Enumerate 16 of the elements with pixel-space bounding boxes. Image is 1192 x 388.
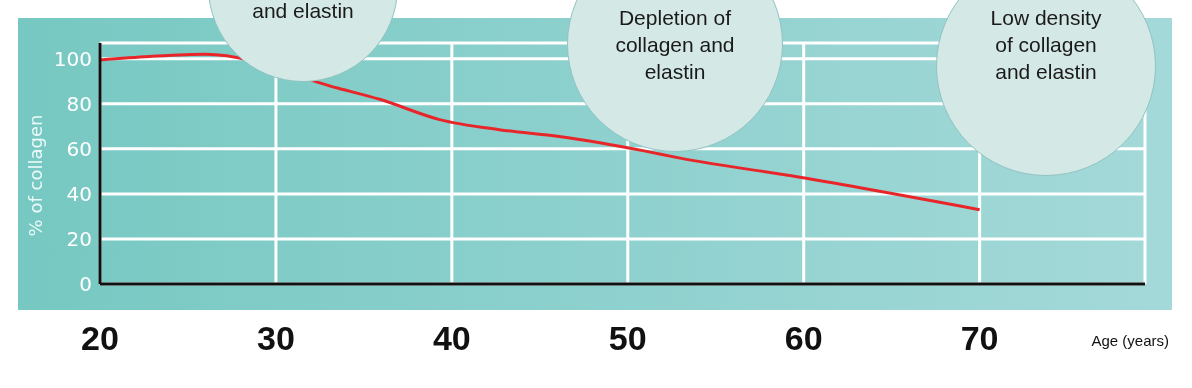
- y-tick-label: 80: [66, 91, 92, 116]
- y-tick-label: 0: [79, 272, 92, 297]
- x-tick-label: 70: [960, 319, 999, 357]
- y-axis-title: % of collagen: [25, 114, 46, 237]
- x-axis-title: Age (years): [1091, 332, 1169, 349]
- x-tick-label: 60: [784, 319, 823, 357]
- annotation: Depletion of collagen and elastin: [614, 5, 736, 85]
- x-tick-label: 30: [257, 319, 295, 357]
- text: and elastin: [251, 0, 355, 24]
- y-tick-label: 100: [53, 46, 92, 71]
- x-tick-label: 40: [432, 319, 471, 357]
- y-tick-label: 40: [66, 182, 92, 207]
- y-tick-label: 60: [66, 136, 92, 161]
- annotation: Low density of collagen and elastin: [989, 5, 1103, 85]
- y-tick-label: 20: [66, 227, 92, 252]
- x-tick-label: 50: [608, 319, 647, 357]
